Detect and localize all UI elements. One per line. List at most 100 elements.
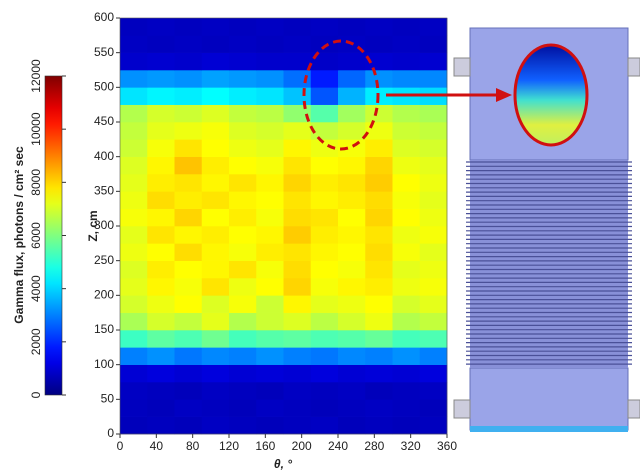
heat-cell (392, 347, 421, 365)
heat-cell (419, 416, 448, 435)
heat-cell (419, 364, 448, 383)
heat-cell (338, 295, 366, 313)
heat-cell (419, 312, 448, 331)
heat-cell (229, 35, 257, 53)
heat-cell (283, 260, 312, 279)
heat-cell (392, 156, 421, 175)
heat-cell (229, 174, 257, 192)
heat-cell (365, 208, 393, 227)
heat-cell (256, 226, 284, 244)
heat-cell (392, 330, 421, 348)
heat-cell (201, 347, 230, 365)
heat-cell (201, 156, 230, 175)
heat-cell (338, 191, 366, 209)
heat-cell (419, 122, 448, 140)
heat-cell (310, 104, 339, 123)
heat-cell (365, 416, 393, 435)
heat-cell (338, 278, 366, 296)
heat-cell (229, 364, 257, 383)
heat-cell (283, 18, 312, 36)
heat-cell (310, 382, 339, 400)
heat-cell (229, 208, 257, 227)
colorbar-label: Gamma flux, photons / cm² sec (12, 146, 26, 324)
heat-cell (283, 208, 312, 227)
heat-cell (392, 208, 421, 227)
heat-cell (201, 243, 230, 261)
heat-cell (120, 364, 148, 383)
heat-cell (419, 382, 448, 400)
heat-cell (201, 52, 230, 71)
heat-cell (201, 312, 230, 331)
heat-cell (338, 243, 366, 261)
heat-cell (392, 226, 421, 244)
heat-cell (365, 191, 393, 209)
colorbar-tick-label: 12000 (29, 59, 43, 93)
heat-cell (338, 226, 366, 244)
heat-cell (419, 156, 448, 175)
heat-cell (419, 330, 448, 348)
heat-cell (392, 139, 421, 157)
heat-cell (419, 70, 448, 88)
heat-cell (338, 416, 366, 435)
heat-cell (365, 122, 393, 140)
heat-cell (120, 295, 148, 313)
heat-cell (174, 382, 203, 400)
heat-cell (229, 122, 257, 140)
heat-cell (256, 208, 284, 227)
heat-cell (283, 104, 312, 123)
heat-cell (365, 364, 393, 383)
heat-cell (392, 174, 421, 192)
heat-cell (120, 104, 148, 123)
heat-cell (419, 260, 448, 279)
heat-cell (147, 156, 175, 175)
trunnion (453, 57, 471, 77)
x-axis-label: θ, ° (274, 457, 292, 471)
heat-cell (365, 226, 393, 244)
heat-cell (256, 104, 284, 123)
heat-cell (174, 260, 203, 279)
heat-cell (174, 416, 203, 435)
heat-cell (310, 139, 339, 157)
heat-cell (256, 295, 284, 313)
heat-cell (174, 226, 203, 244)
heat-cell (201, 399, 230, 417)
heat-cell (365, 174, 393, 192)
highlight-ellipse (302, 39, 380, 151)
heat-cell (147, 399, 175, 417)
x-tick-label: 280 (364, 439, 384, 453)
heat-cell (365, 260, 393, 279)
y-tick-label: 400 (94, 149, 114, 163)
heat-cell (419, 174, 448, 192)
heat-cell (256, 35, 284, 53)
heat-cell (283, 347, 312, 365)
heat-cell (147, 35, 175, 53)
heat-cell (419, 208, 448, 227)
heat-cell (283, 122, 312, 140)
heat-cell (120, 139, 148, 157)
heat-cell (338, 104, 366, 123)
heat-cell (174, 35, 203, 53)
heat-cell (147, 312, 175, 331)
heat-cell (283, 226, 312, 244)
heat-cell (201, 87, 230, 105)
heat-cell (283, 243, 312, 261)
heat-cell (419, 52, 448, 71)
heat-cell (338, 70, 366, 88)
heat-cell (365, 347, 393, 365)
heat-cell (310, 191, 339, 209)
heat-cell (283, 330, 312, 348)
heat-cell (120, 312, 148, 331)
heat-cell (310, 416, 339, 435)
heat-cell (256, 312, 284, 331)
heat-cell (365, 104, 393, 123)
heat-cell (419, 295, 448, 313)
y-tick-label: 0 (107, 426, 114, 440)
heat-cell (229, 18, 257, 36)
heat-cell (120, 87, 148, 105)
heat-cell (419, 139, 448, 157)
heat-cell (310, 243, 339, 261)
heat-cell (392, 243, 421, 261)
colorbar-tick-label: 8000 (29, 169, 43, 196)
heat-cell (310, 226, 339, 244)
